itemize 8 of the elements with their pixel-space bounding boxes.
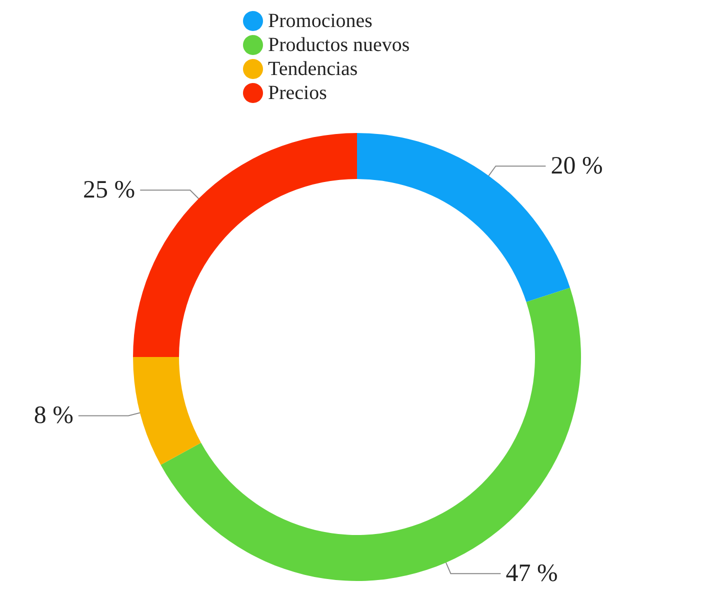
data-label: 47 % — [506, 560, 558, 588]
data-label: 20 % — [550, 152, 603, 180]
data-label: 25 % — [83, 176, 136, 204]
legend-label: Promociones — [268, 10, 373, 32]
legend-label: Precios — [268, 82, 328, 104]
legend-label: Tendencias — [268, 58, 358, 80]
legend-label: Productos nuevos — [268, 34, 410, 56]
data-label: 8 % — [34, 402, 74, 430]
